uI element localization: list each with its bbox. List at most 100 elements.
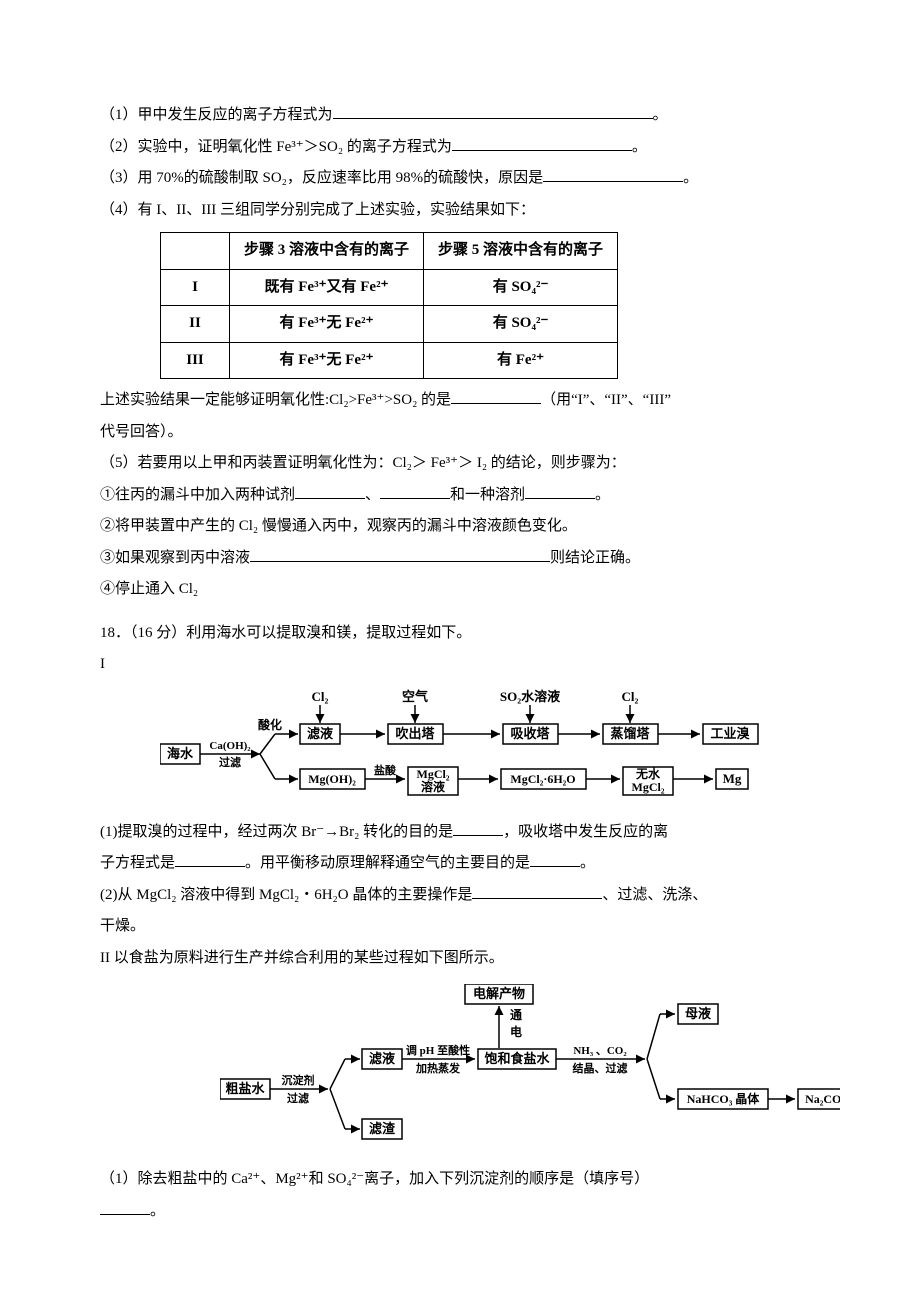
part-II: II 以食盐为原料进行生产并综合利用的某些过程如下图所示。 [100, 943, 830, 975]
pII1a: （1）除去粗盐中的 Ca²⁺、Mg²⁺和 SO₄²⁻离子，加入下列沉淀剂的顺序是… [100, 1171, 649, 1187]
p1-blank3 [530, 851, 580, 867]
q5-4: ④停止通入 Cl₂ [100, 581, 198, 597]
q5-3b: 则结论正确。 [550, 550, 640, 566]
q5-1c: 和一种溶剂 [450, 487, 525, 503]
lbl-cl2: Cl₂ [312, 689, 329, 704]
q5-1b: 、 [365, 487, 380, 503]
row-II: II [161, 306, 230, 343]
q4b-a: 上述实验结果一定能够证明氧化性:Cl₂>Fe³⁺>SO₂ 的是 [100, 392, 451, 408]
q4b-line2: 代号回答）。 [100, 417, 830, 449]
q4-text: （4）有 I、II、III 三组同学分别完成了上述实验，实验结果如下： [100, 202, 535, 218]
box-elec: 电解产物 [473, 986, 525, 1001]
row-I: I [161, 269, 230, 306]
lbl-cl2b: Cl₂ [622, 689, 639, 704]
q4b-c: 代号回答）。 [100, 424, 183, 440]
cell: 有 Fe³⁺无 Fe²⁺ [230, 306, 424, 343]
p1-blank1 [453, 820, 503, 836]
q1-blank [333, 103, 653, 119]
q2-line: （2）实验中，证明氧化性 Fe³⁺＞SO₂ 的离子方程式为 。 [100, 132, 830, 164]
diagram-bromine-mg: Cl₂ 空气 SO₂水溶液 Cl₂ 酸化 滤液 吹出塔 吸收塔 蒸馏塔 工业溴 … [160, 689, 830, 809]
p2a: (2)从 MgCl₂ 溶液中得到 MgCl₂・6H₂O 晶体的主要操作是 [100, 887, 472, 903]
pII1-line2: 。 [100, 1196, 830, 1228]
cell: 有 SO₄²⁻ [424, 306, 618, 343]
p1-line1: (1)提取溴的过程中，经过两次 Br⁻→Br₂ 转化的目的是，吸收塔中发生反应的… [100, 817, 830, 849]
box-mgcl6: MgCl₂·6H₂O [510, 772, 575, 786]
q3-blank [543, 166, 683, 182]
box-residue: 滤渣 [369, 1121, 396, 1136]
q2-text: （2）实验中，证明氧化性 Fe³⁺＞SO₂ 的离子方程式为 [100, 139, 452, 155]
th-step5: 步骤 5 溶液中含有的离子 [424, 233, 618, 270]
lbl-caoh: Ca(OH)₂ [209, 740, 251, 752]
lbl-air: 空气 [402, 689, 428, 704]
p1e: 。 [580, 855, 595, 871]
box-na2co3: Na₂CO₃ [805, 1092, 840, 1106]
q3-line: （3）用 70%的硫酸制取 SO₂，反应速率比用 98%的硫酸快，原因是。 [100, 163, 830, 195]
q5-4-line: ④停止通入 Cl₂ [100, 574, 830, 606]
p1-blank2 [175, 851, 245, 867]
q5-3-line: ③如果观察到丙中溶液则结论正确。 [100, 543, 830, 575]
q5-1a: ①往丙的漏斗中加入两种试剂 [100, 487, 295, 503]
box-nahco3: NaHCO₃ 晶体 [687, 1091, 761, 1106]
q5-1-line: ①往丙的漏斗中加入两种试剂 、 和一种溶剂 。 [100, 480, 830, 512]
box-liquid: 滤液 [307, 726, 333, 741]
lbl-filter2: 过滤 [287, 1091, 309, 1105]
p2c: 干燥。 [100, 918, 145, 934]
p2-line2: 干燥。 [100, 911, 830, 943]
box-mgcl2: MgCl₂ [417, 767, 450, 781]
q5-1-blank2 [380, 483, 450, 499]
I-label: I [100, 656, 105, 672]
q5-2-line: ②将甲装置中产生的 Cl₂ 慢慢通入丙中，观察丙的漏斗中溶液颜色变化。 [100, 511, 830, 543]
box-absorb: 吸收塔 [510, 726, 550, 741]
box-crude: 粗盐水 [225, 1081, 265, 1096]
p1d: 。用平衡移动原理解释通空气的主要目的是 [245, 855, 530, 871]
q5-1-blank1 [295, 483, 365, 499]
box-mgoh: Mg(OH)₂ [308, 772, 356, 786]
q5-2: ②将甲装置中产生的 Cl₂ 慢慢通入丙中，观察丙的漏斗中溶液颜色变化。 [100, 518, 577, 534]
cell: 有 Fe³⁺无 Fe²⁺ [230, 342, 424, 379]
q3-end: 。 [683, 170, 698, 186]
q5-1d: 。 [595, 487, 610, 503]
lbl-acid: 酸化 [258, 717, 282, 732]
cell: 有 SO₄²⁻ [424, 269, 618, 306]
box-seawater: 海水 [167, 746, 194, 761]
cell: 有 Fe²⁺ [424, 342, 618, 379]
q5-line: （5）若要用以上甲和丙装置证明氧化性为：Cl₂＞ Fe³⁺＞ I₂ 的结论，则步… [100, 448, 830, 480]
q4b-b: （用“I”、“II”、“III” [541, 392, 671, 408]
box-br: 工业溴 [710, 726, 750, 741]
p1-line2: 子方程式是 。用平衡移动原理解释通空气的主要目的是 。 [100, 848, 830, 880]
p1c: 子方程式是 [100, 855, 175, 871]
q1-line: （1）甲中发生反应的离子方程式为 。 [100, 100, 830, 132]
lbl-tong: 通 [510, 1007, 522, 1022]
q4b-line1: 上述实验结果一定能够证明氧化性:Cl₂>Fe³⁺>SO₂ 的是 （用“I”、“II… [100, 385, 830, 417]
q4-line: （4）有 I、II、III 三组同学分别完成了上述实验，实验结果如下： [100, 195, 830, 227]
box-mgcl2b: MgCl₂ [632, 780, 665, 794]
q1-text: （1）甲中发生反应的离子方程式为 [100, 107, 333, 123]
q2-end: 。 [632, 139, 647, 155]
th-blank [161, 233, 230, 270]
diagram-salt: 电解产物 通 电 粗盐水 沉淀剂 过滤 滤液 调 pH 至酸性 加热蒸发 饱和食… [220, 984, 830, 1154]
diagram1-svg: Cl₂ 空气 SO₂水溶液 Cl₂ 酸化 滤液 吹出塔 吸收塔 蒸馏塔 工业溴 … [160, 689, 780, 809]
table-row: I 既有 Fe³⁺又有 Fe²⁺ 有 SO₄²⁻ [161, 269, 618, 306]
table-row: II 有 Fe³⁺无 Fe²⁺ 有 SO₄²⁻ [161, 306, 618, 343]
lbl-filter: 过滤 [219, 755, 241, 769]
box-anhy: 无水 [635, 766, 661, 781]
lbl-ph: 调 pH 至酸性 [406, 1043, 470, 1057]
th-step3: 步骤 3 溶液中含有的离子 [230, 233, 424, 270]
table-header-row: 步骤 3 溶液中含有的离子 步骤 5 溶液中含有的离子 [161, 233, 618, 270]
result-table: 步骤 3 溶液中含有的离子 步骤 5 溶液中含有的离子 I 既有 Fe³⁺又有 … [160, 232, 618, 379]
lbl-hcl: 盐酸 [374, 763, 397, 777]
q1-end: 。 [653, 107, 668, 123]
lbl-so2: SO₂水溶液 [500, 689, 560, 704]
pII1b: 。 [150, 1203, 165, 1219]
box-liq: 滤液 [369, 1051, 395, 1066]
p2-blank [472, 883, 602, 899]
box-sol: 溶液 [421, 779, 445, 794]
q18-title: 18．（16 分）利用海水可以提取溴和镁，提取过程如下。 [100, 618, 830, 650]
box-blow: 吹出塔 [395, 726, 435, 741]
box-sat: 饱和食盐水 [483, 1051, 550, 1066]
q5-3-blank [250, 546, 550, 562]
p2-line1: (2)从 MgCl₂ 溶液中得到 MgCl₂・6H₂O 晶体的主要操作是、过滤、… [100, 880, 830, 912]
pII1-line: （1）除去粗盐中的 Ca²⁺、Mg²⁺和 SO₄²⁻离子，加入下列沉淀剂的顺序是… [100, 1164, 830, 1196]
q18-t: 18．（16 分）利用海水可以提取溴和镁，提取过程如下。 [100, 625, 471, 641]
p1a: (1)提取溴的过程中，经过两次 Br⁻→Br₂ 转化的目的是 [100, 824, 453, 840]
